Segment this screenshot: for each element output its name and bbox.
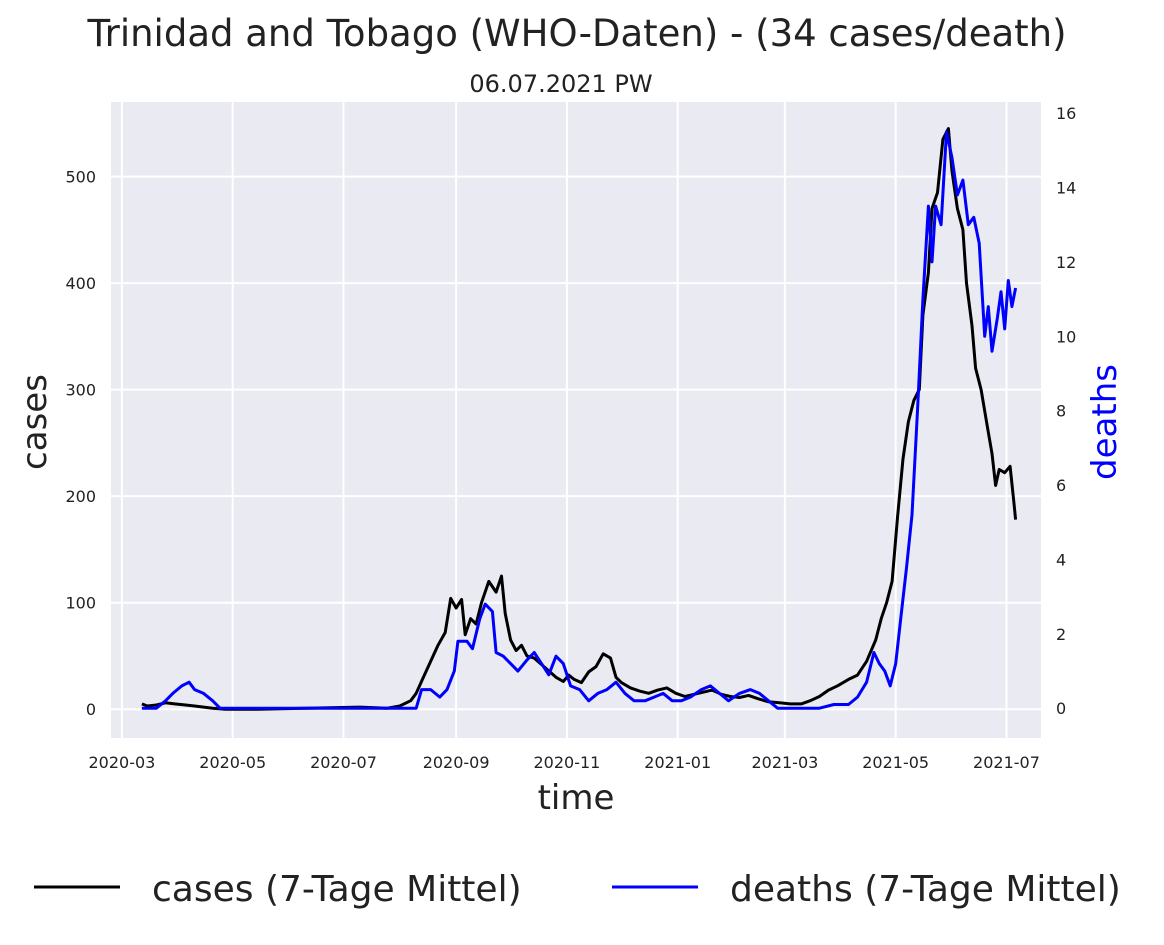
y2-tick-label: 12 — [1056, 253, 1076, 272]
y-axis-label: cases — [15, 374, 55, 470]
y2-axis-label: deaths — [1085, 364, 1125, 480]
y2-tick-label: 10 — [1056, 327, 1076, 346]
y-tick-labels: 0 100 200 300 400 500 — [65, 168, 96, 720]
legend-label-deaths: deaths (7-Tage Mittel) — [730, 869, 1121, 910]
y2-tick-label: 16 — [1056, 104, 1076, 123]
y-tick-label: 300 — [65, 381, 96, 400]
x-tick-label: 2021-03 — [751, 753, 818, 772]
y2-tick-labels: 0 2 4 6 8 10 12 14 16 — [1056, 104, 1076, 718]
y-tick-label: 400 — [65, 274, 96, 293]
y2-tick-label: 0 — [1056, 699, 1066, 718]
grid-x — [120, 102, 1008, 738]
legend: cases (7-Tage Mittel) deaths (7-Tage Mit… — [34, 869, 1121, 910]
x-tick-label: 2021-07 — [973, 753, 1040, 772]
plot-area — [111, 102, 1041, 738]
y-tick-label: 0 — [86, 700, 96, 719]
y2-tick-label: 8 — [1056, 402, 1066, 421]
chart-subtitle: 06.07.2021 PW — [469, 70, 652, 98]
legend-label-cases: cases (7-Tage Mittel) — [152, 869, 522, 910]
y2-tick-label: 14 — [1056, 179, 1076, 198]
x-tick-label: 2021-05 — [862, 753, 929, 772]
cases-line — [141, 127, 1018, 711]
y2-tick-label: 6 — [1056, 476, 1066, 495]
x-tick-labels: 2020-03 2020-05 2020-07 2020-09 2020-11 2021-… — [88, 753, 1039, 772]
x-tick-label: 2020-03 — [88, 753, 155, 772]
y-tick-label: 100 — [65, 594, 96, 613]
x-tick-label: 2020-09 — [423, 753, 490, 772]
y-tick-label: 500 — [65, 168, 96, 187]
y2-tick-label: 4 — [1056, 550, 1066, 569]
x-axis-label: time — [538, 778, 615, 818]
x-tick-label: 2020-05 — [199, 753, 266, 772]
y-tick-label: 200 — [65, 487, 96, 506]
x-tick-label: 2021-01 — [644, 753, 711, 772]
chart-title: Trinidad and Tobago (WHO-Daten) - (34 ca… — [86, 12, 1066, 55]
series-layer — [141, 127, 1018, 711]
y2-tick-label: 2 — [1056, 625, 1066, 644]
x-tick-label: 2020-11 — [533, 753, 600, 772]
deaths-line — [141, 130, 1018, 710]
x-tick-label: 2020-07 — [310, 753, 377, 772]
